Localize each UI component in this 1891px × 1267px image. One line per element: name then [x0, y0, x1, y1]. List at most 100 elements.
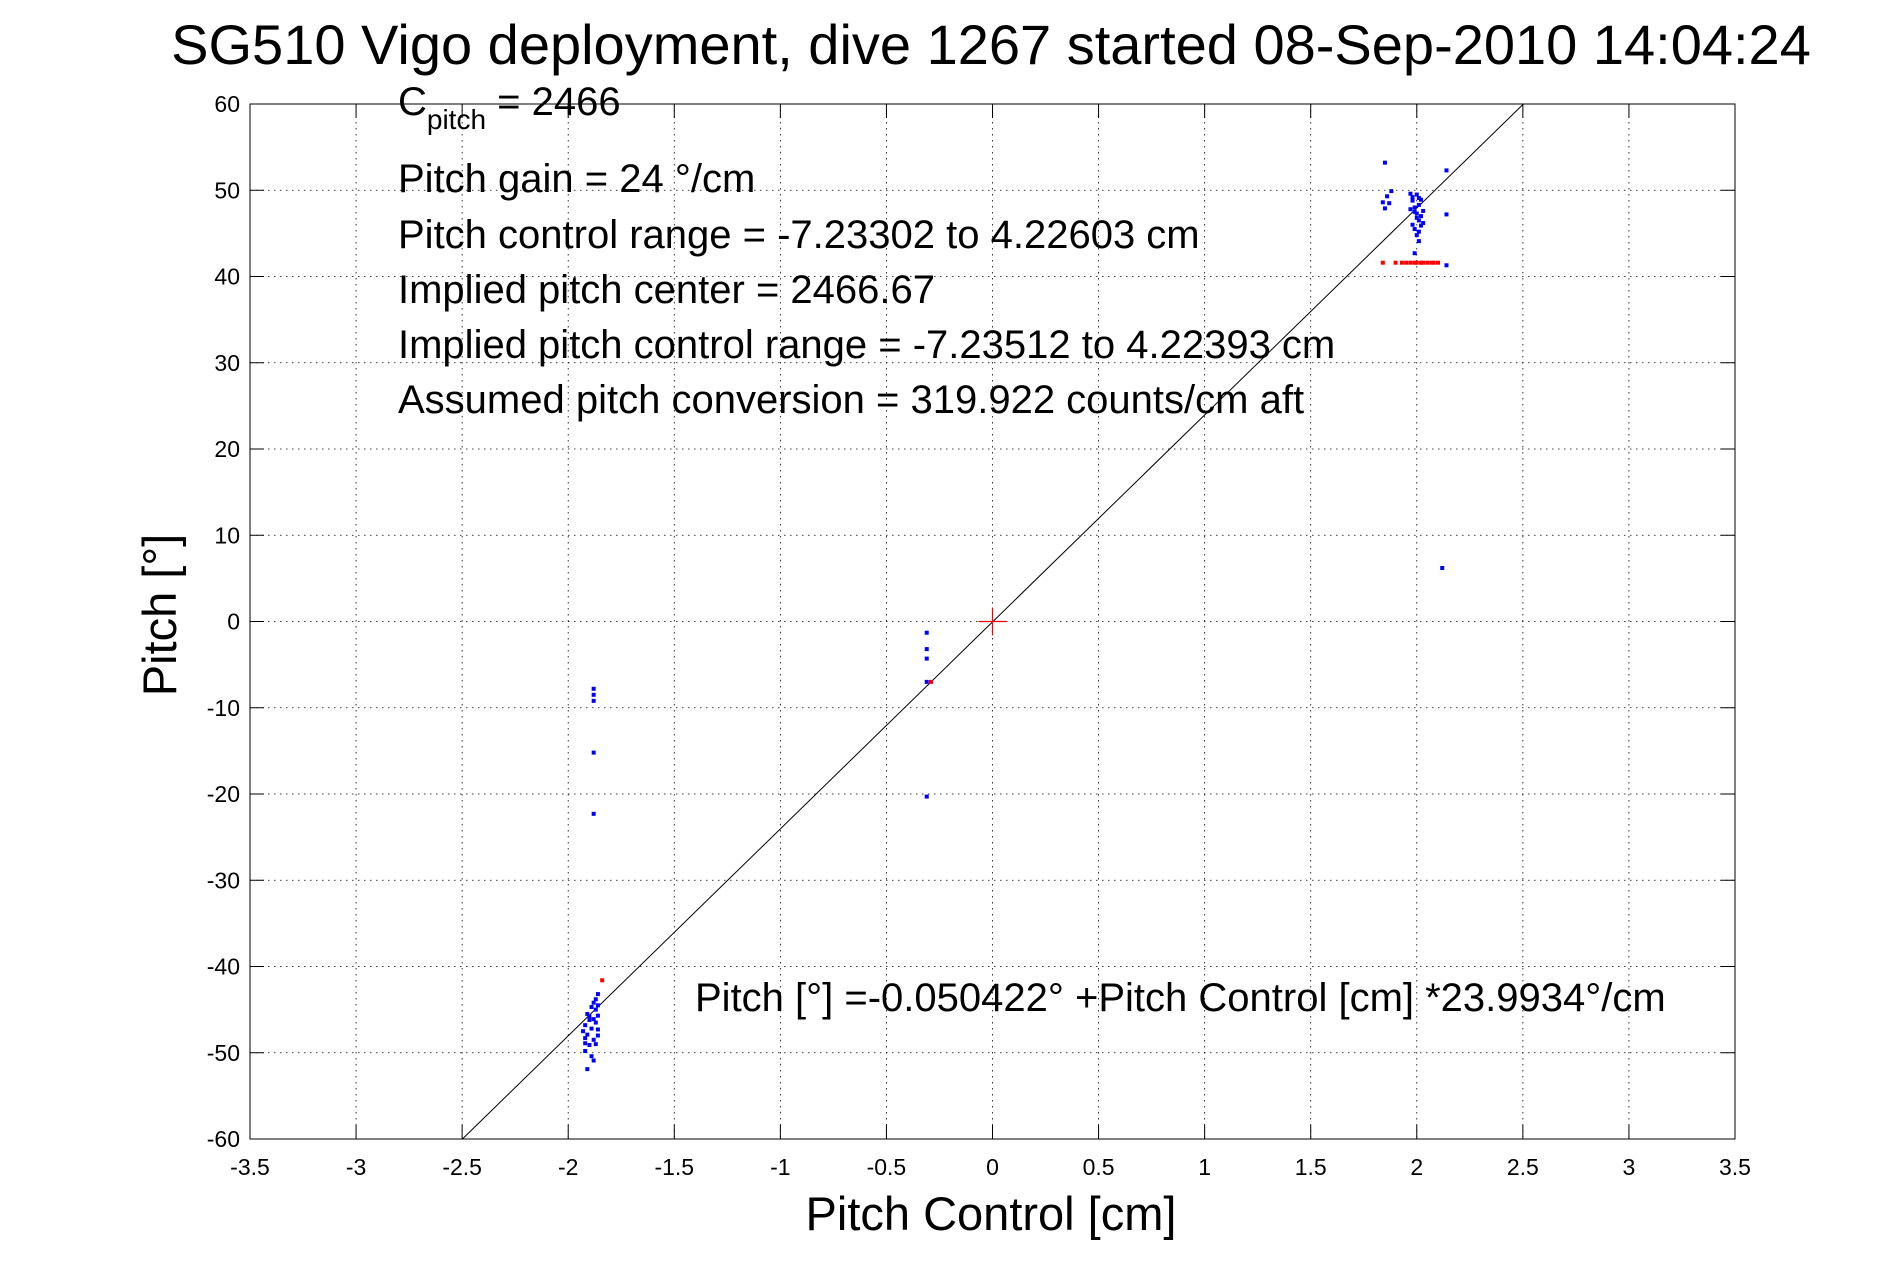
data-point	[585, 1067, 590, 1072]
y-tick-label: -40	[207, 954, 240, 980]
x-tick-label: -2	[558, 1154, 578, 1180]
data-point	[1421, 260, 1426, 265]
data-point	[1382, 160, 1387, 165]
c-pitch-annotation: Cpitch = 2466	[398, 80, 621, 135]
data-point	[924, 656, 929, 661]
data-point	[591, 750, 596, 755]
y-tick-label: 60	[214, 91, 240, 117]
data-point	[591, 1058, 596, 1063]
data-point	[595, 1033, 600, 1038]
data-point	[1444, 168, 1449, 173]
data-point	[1404, 260, 1409, 265]
info-annotations: Cpitch = 2466 Pitch gain = 24 °/cm Pitch…	[398, 80, 1335, 422]
x-tick-label: 2.5	[1507, 1154, 1539, 1180]
data-point	[924, 679, 929, 684]
data-point	[583, 1023, 588, 1028]
data-point	[593, 1042, 598, 1047]
y-tick-label: 40	[214, 264, 240, 290]
data-point	[587, 1014, 592, 1019]
data-point	[591, 1037, 596, 1042]
data-point	[591, 686, 596, 691]
data-point	[1431, 260, 1436, 265]
x-axis-label: Pitch Control [cm]	[806, 1187, 1177, 1240]
c-pitch-main: C	[398, 80, 427, 124]
data-point	[1385, 194, 1390, 199]
y-tick-label: 50	[214, 177, 240, 203]
y-tick-label: 20	[214, 436, 240, 462]
data-point	[1389, 189, 1394, 194]
data-point	[591, 692, 596, 697]
data-point	[1408, 191, 1413, 196]
data-point	[1382, 206, 1387, 211]
fit-equation-annotation: Pitch [°] =-0.050422° +Pitch Control [cm…	[695, 976, 1666, 1020]
data-point	[1419, 260, 1424, 265]
data-point	[591, 1017, 596, 1022]
data-point	[593, 1020, 598, 1025]
y-tick-label: 30	[214, 350, 240, 376]
x-tick-label: 0.5	[1083, 1154, 1115, 1180]
data-point	[1416, 218, 1421, 223]
data-point	[1416, 202, 1421, 207]
x-tick-label: 0	[986, 1154, 999, 1180]
data-point	[1414, 260, 1419, 265]
data-point	[1414, 233, 1419, 238]
data-point	[1419, 197, 1424, 202]
data-point	[1414, 211, 1419, 216]
data-point	[591, 1000, 596, 1005]
grid	[250, 104, 1735, 1139]
y-tick-label: 0	[227, 609, 240, 635]
data-point	[1444, 263, 1449, 268]
assumed-pitch-conversion-annotation: Assumed pitch conversion = 319.922 count…	[398, 378, 1304, 422]
data-point	[928, 679, 933, 684]
data-point	[1410, 222, 1415, 227]
x-tick-label: 1	[1198, 1154, 1211, 1180]
data-point	[581, 1029, 586, 1034]
data-point	[1412, 209, 1417, 214]
data-point	[924, 647, 929, 652]
data-point	[1440, 566, 1445, 571]
x-tick-label: -3	[346, 1154, 366, 1180]
y-tick-label: -10	[207, 695, 240, 721]
x-tick-label: -2.5	[442, 1154, 482, 1180]
pitch-gain-annotation: Pitch gain = 24 °/cm	[398, 157, 755, 201]
data-point	[591, 698, 596, 703]
data-point	[1380, 200, 1385, 205]
data-point	[1399, 260, 1404, 265]
x-tick-label: 1.5	[1295, 1154, 1327, 1180]
x-tick-label: 3	[1623, 1154, 1636, 1180]
data-point	[1408, 207, 1413, 212]
data-point	[1414, 215, 1419, 220]
y-tick-label: -50	[207, 1040, 240, 1066]
data-point	[1387, 201, 1392, 206]
data-point	[1393, 260, 1398, 265]
data-point	[1416, 229, 1421, 234]
data-point	[1416, 196, 1421, 201]
data-point	[924, 794, 929, 799]
data-point	[591, 811, 596, 816]
data-point	[583, 1041, 588, 1046]
x-tick-label: -3.5	[230, 1154, 270, 1180]
data-point	[589, 1054, 594, 1059]
y-tick-label: -30	[207, 867, 240, 893]
ticks: -3.5 -3 -2.5 -2 -1.5 -1 -0.5 0 0.5 1 1.5 2 2.5 3 3.5 -6…	[207, 91, 1751, 1180]
data-point	[593, 997, 598, 1002]
data-point	[1380, 260, 1385, 265]
data-point	[593, 1007, 598, 1012]
data-point	[585, 1032, 590, 1037]
chart-title: SG510 Vigo deployment, dive 1267 started…	[171, 13, 1811, 76]
data-point	[1421, 208, 1426, 213]
data-point	[587, 1042, 592, 1047]
x-tick-label: 2	[1410, 1154, 1423, 1180]
x-tick-label: -1.5	[654, 1154, 694, 1180]
center-marker-group	[978, 607, 1007, 636]
x-tick-label: 3.5	[1719, 1154, 1751, 1180]
implied-pitch-center-annotation: Implied pitch center = 2466.67	[398, 268, 935, 312]
pitch-control-range-annotation: Pitch control range = -7.23302 to 4.2260…	[398, 213, 1200, 257]
y-tick-label: -60	[207, 1126, 240, 1152]
x-tick-label: -0.5	[867, 1154, 907, 1180]
y-tick-label: 10	[214, 522, 240, 548]
data-points	[581, 160, 1449, 1072]
c-pitch-value: = 2466	[486, 80, 621, 124]
c-pitch-subscript: pitch	[427, 104, 486, 135]
